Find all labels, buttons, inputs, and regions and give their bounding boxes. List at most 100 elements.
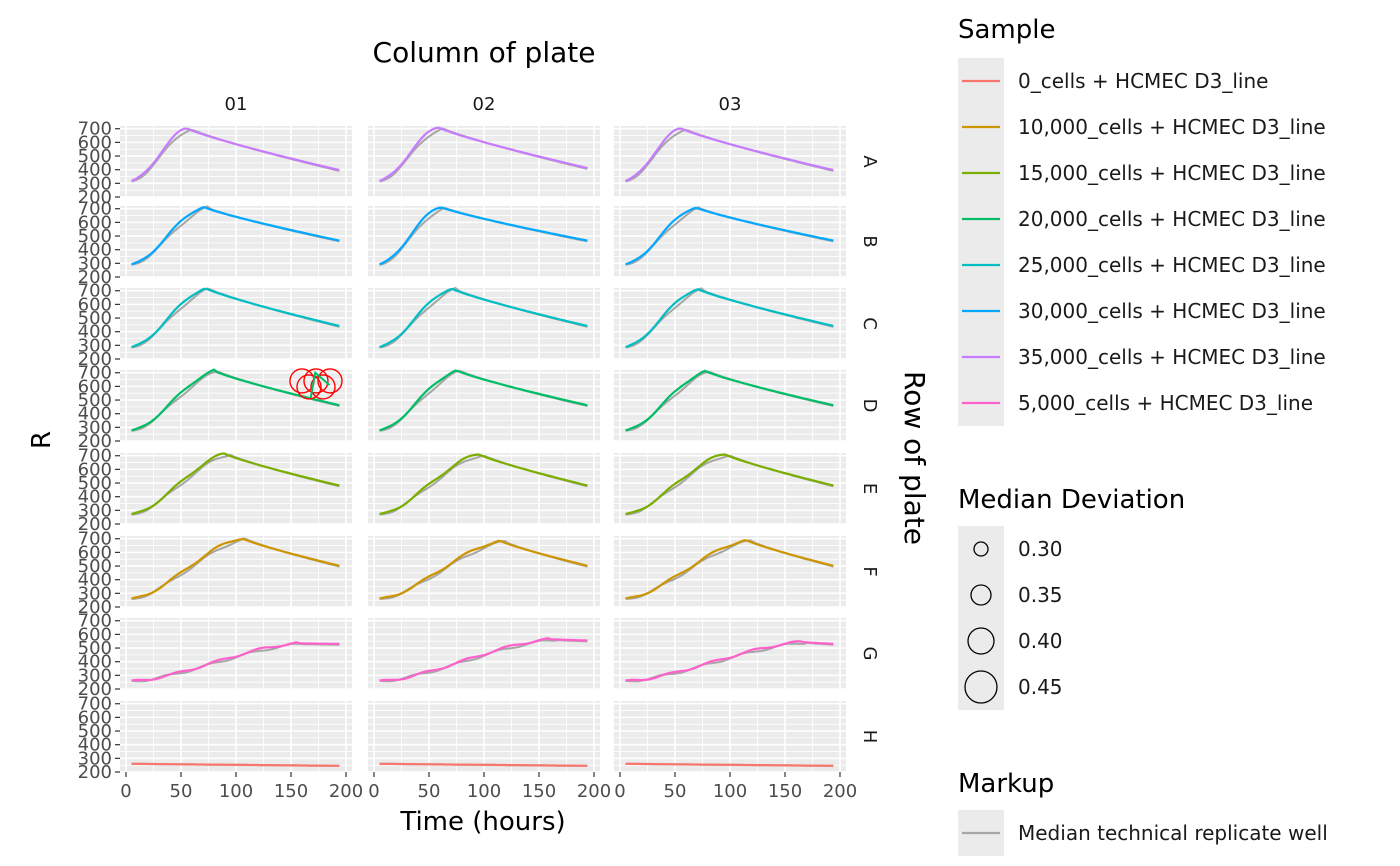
series-line-A-03	[625, 127, 834, 182]
markup-loop	[310, 374, 336, 400]
panel-G-03: G	[614, 618, 880, 690]
y-tick-label: 200	[78, 597, 112, 618]
legend-size-circle	[973, 541, 989, 557]
y-tick-label: 300	[78, 335, 112, 356]
y-tick-label: 400	[78, 322, 112, 343]
markup-loop	[317, 368, 343, 394]
y-tick-label: 200	[78, 762, 112, 783]
y-tick-label: 600	[78, 624, 112, 645]
legend-sample-title: Sample	[958, 15, 1056, 45]
y-tick-label: 700	[78, 529, 112, 550]
panel-A-03: A 03	[614, 94, 880, 198]
row-strip-label: F	[859, 566, 880, 576]
y-tick-label: 500	[78, 390, 112, 411]
y-tick-label: 700	[78, 281, 112, 302]
legend-key-background	[958, 526, 1004, 572]
row-strip-label: B	[859, 235, 880, 247]
legend-markup: Markup Median technical replicate well	[958, 769, 1328, 856]
x-tick-label: 50	[418, 781, 441, 802]
y-tick-label: 600	[78, 376, 112, 397]
y-tick-label: 600	[78, 542, 112, 563]
series-line-A-01	[131, 127, 340, 182]
panel-F-03: F	[614, 536, 880, 608]
y-tick-label: 700	[78, 363, 112, 384]
series-line-F-03	[625, 539, 834, 600]
series-line-B-02	[379, 206, 588, 266]
y-tick-label: 600	[78, 294, 112, 315]
y-tick-label: 200	[78, 349, 112, 370]
series-line-D-03	[625, 369, 834, 432]
y-tick-label: 500	[78, 473, 112, 494]
y-tick-label: 300	[78, 665, 112, 686]
legend-sample-label: 15,000_cells + HCMEC D3_line	[1018, 161, 1326, 185]
x-tick-label: 100	[713, 781, 747, 802]
panel-G-02	[368, 618, 600, 690]
row-strip-label: E	[859, 483, 880, 494]
legend-key-background	[958, 618, 1004, 664]
y-tick-label: 500	[78, 308, 112, 329]
series-line-D-02	[379, 369, 588, 432]
panel-D-02	[368, 369, 600, 442]
y-tick-label: 500	[78, 146, 112, 167]
legend-key-background	[958, 572, 1004, 618]
panel-C-03: C	[614, 287, 880, 360]
panel-D-03: D	[614, 369, 880, 442]
series-line-B-01	[131, 206, 340, 266]
legend-sample-label: 10,000_cells + HCMEC D3_line	[1018, 115, 1326, 139]
row-strip-label: G	[859, 647, 880, 661]
y-tick-label: 600	[78, 459, 112, 480]
row-strip-label: D	[859, 399, 880, 413]
y-tick-label: 200	[78, 514, 112, 535]
series-line-C-02	[379, 287, 588, 349]
legend-deviation-label: 0.35	[1018, 583, 1063, 607]
panel-E-03: E	[614, 453, 880, 525]
y-tick-label: 600	[78, 707, 112, 728]
column-strip-label: 01	[225, 94, 248, 115]
x-tick-label: 50	[664, 781, 687, 802]
series-line-H-01	[131, 762, 340, 767]
panel-B-02	[368, 206, 600, 278]
y-tick-label: 700	[78, 119, 112, 140]
series-line-E-01	[131, 452, 340, 516]
y-tick-label: 700	[78, 199, 112, 220]
panel-C-02	[368, 286, 600, 360]
y-axis-label: R	[27, 431, 57, 449]
y-tick-label: 600	[78, 132, 112, 153]
x-tick-label: 0	[120, 781, 131, 802]
series-line-F-02	[379, 539, 588, 600]
y-tick-label: 400	[78, 404, 112, 425]
y-tick-label: 200	[78, 431, 112, 452]
markup-spike	[309, 370, 331, 398]
y-tick-label: 500	[78, 556, 112, 577]
column-strip-label: 03	[719, 94, 742, 115]
series-line-H-03	[625, 762, 834, 767]
legend-sample-label: 20,000_cells + HCMEC D3_line	[1018, 207, 1326, 231]
panel-E-02	[368, 453, 600, 525]
series-line-G-02	[379, 637, 588, 682]
series-line-F-01	[131, 537, 340, 600]
legend-size-circle	[964, 670, 998, 704]
legend-deviation-label: 0.40	[1018, 629, 1063, 653]
panel-H-03: H 0 50 100 150 200	[614, 701, 880, 802]
series-line-B-03	[625, 206, 834, 266]
legend-sample-label: 0_cells + HCMEC D3_line	[1018, 69, 1268, 93]
series-line-C-01	[131, 287, 340, 349]
y-tick-label: 400	[78, 487, 112, 508]
legend-sample-label: 30,000_cells + HCMEC D3_line	[1018, 299, 1326, 323]
y-tick-label: 300	[78, 500, 112, 521]
facet-row-title: Row of plate	[898, 371, 931, 545]
x-tick-label: 150	[274, 781, 308, 802]
series-line-E-03	[625, 453, 834, 516]
x-axis-label: Time (hours)	[399, 807, 565, 837]
y-tick-label: 200	[78, 267, 112, 288]
y-tick-label: 400	[78, 160, 112, 181]
series-line-G-01	[131, 641, 340, 682]
